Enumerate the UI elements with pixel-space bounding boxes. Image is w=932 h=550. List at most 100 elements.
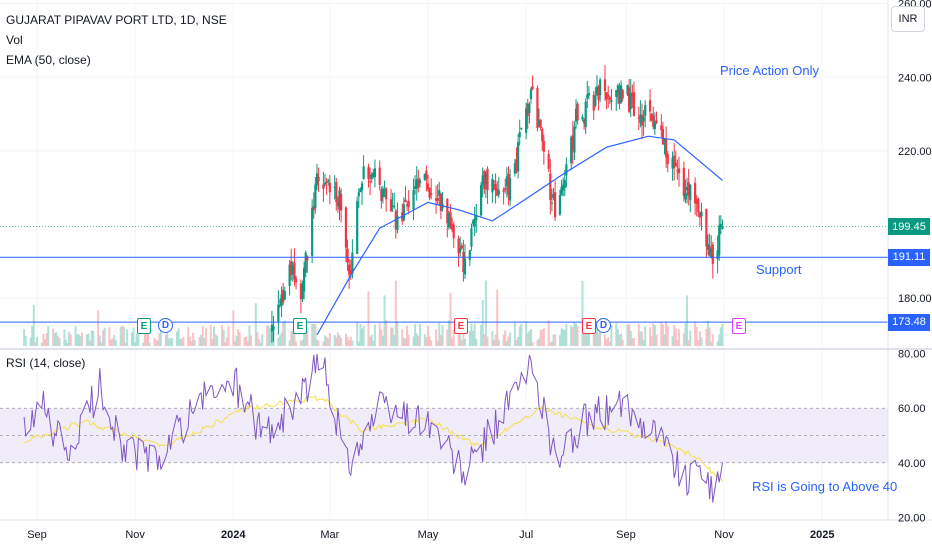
volume-bar [418, 323, 421, 346]
support-note[interactable]: Support [756, 262, 802, 277]
candle-body [288, 264, 291, 286]
candlestick-series[interactable] [270, 65, 724, 343]
volume-bar [280, 332, 283, 346]
volume-bar [126, 329, 129, 346]
rsi-note[interactable]: RSI is Going to Above 40 [752, 479, 898, 494]
candle-body [507, 173, 510, 195]
candle-body [325, 181, 328, 183]
rsi-legend[interactable]: RSI (14, close) [6, 356, 86, 370]
volume-bar [348, 340, 351, 346]
volume-bar [583, 323, 586, 346]
volume-bar [278, 335, 281, 346]
price-axis-label: 260.00 [898, 0, 932, 11]
candle-body [676, 170, 679, 172]
volume-bar [586, 322, 589, 346]
rsi-ma-line [23, 394, 723, 482]
volume-bar [393, 334, 396, 346]
candle-body [312, 206, 315, 211]
volume-bar [502, 334, 505, 346]
volume-bar [132, 327, 135, 346]
currency-button[interactable]: INR [891, 6, 925, 32]
symbol-title[interactable]: GUJARAT PIPAVAV PORT LTD, 1D, NSE [6, 13, 227, 27]
price-axis-label: 220.00 [898, 146, 932, 158]
earnings-event-icon[interactable]: E [137, 318, 151, 334]
volume-bar [468, 331, 471, 346]
candle-body [430, 193, 433, 195]
volume-bar [708, 327, 711, 346]
volume-bar [372, 340, 375, 346]
volume-bar [380, 329, 383, 346]
candle-body [348, 264, 351, 275]
vol-legend[interactable]: Vol [6, 33, 23, 47]
candle-body [536, 87, 539, 129]
candle-body [333, 186, 336, 188]
candle-body [621, 90, 624, 99]
volume-bar [414, 323, 417, 346]
volume-bar [536, 340, 539, 346]
ema-line [316, 135, 723, 336]
candle-body [380, 189, 383, 201]
time-axis[interactable]: Sep Nov 2024 Mar May Jul Sep Nov 2025 [27, 529, 834, 541]
volume-bar [592, 328, 595, 346]
volume-bar [256, 331, 259, 346]
candle-body [486, 168, 489, 191]
candle-body [595, 86, 599, 96]
candle-body [615, 90, 618, 97]
volume-bar [423, 334, 426, 346]
volume-bar [571, 327, 574, 346]
candle-body [608, 97, 611, 100]
volume-bar [277, 337, 280, 346]
dividend-event-icon[interactable]: D [596, 318, 611, 333]
volume-bar [248, 325, 251, 346]
earnings-event-icon[interactable]: E [582, 318, 596, 334]
volume-bar [660, 322, 663, 346]
volume-bar [694, 321, 697, 346]
volume-bar [496, 289, 499, 346]
candle-body [640, 114, 644, 126]
volume-bar [143, 326, 146, 346]
volume-bar [370, 334, 373, 346]
candle-body [616, 85, 619, 93]
volume-bar [182, 336, 185, 346]
candle-body [344, 207, 348, 248]
candle-body [463, 258, 467, 275]
candle-body [573, 126, 576, 153]
volume-bar [486, 336, 489, 346]
candle-body [290, 261, 293, 276]
candle-body [314, 184, 317, 208]
volume-bar [481, 300, 484, 346]
candle-body [438, 190, 441, 196]
rsi-axis[interactable]: 80.00 60.00 40.00 20.00 [898, 349, 926, 525]
candle-body [383, 190, 386, 192]
earnings-event-icon[interactable]: E [293, 318, 307, 334]
candle-body [283, 290, 286, 300]
candle-body [698, 212, 702, 218]
earnings-event-icon[interactable]: E [454, 318, 468, 334]
volume-bar [716, 341, 719, 346]
volume-bar [695, 326, 698, 346]
candle-body [644, 105, 647, 116]
volume-bar [385, 320, 388, 346]
dividend-event-icon[interactable]: D [158, 318, 173, 333]
volume-bar [76, 334, 79, 346]
volume-bar [369, 336, 372, 346]
volume-bar [509, 332, 512, 346]
candle-body [494, 183, 497, 190]
volume-bar [200, 334, 203, 346]
volume-bar [261, 334, 264, 346]
price-action-note[interactable]: Price Action Only [720, 63, 819, 78]
earnings-event-icon[interactable]: E [732, 318, 746, 334]
price-axis[interactable]: 260.00 240.00 220.00 180.00 [898, 0, 932, 305]
volume-bar [526, 333, 529, 346]
volume-bar [164, 334, 167, 346]
volume-bar [293, 328, 296, 346]
volume-bar [381, 335, 384, 346]
volume-bar [304, 331, 307, 346]
candle-body [716, 250, 719, 260]
ema-legend[interactable]: EMA (50, close) [6, 53, 91, 67]
volume-bar [159, 327, 162, 346]
volume-bar [282, 322, 285, 346]
volume-bar [475, 338, 478, 346]
candle-body [393, 205, 396, 208]
